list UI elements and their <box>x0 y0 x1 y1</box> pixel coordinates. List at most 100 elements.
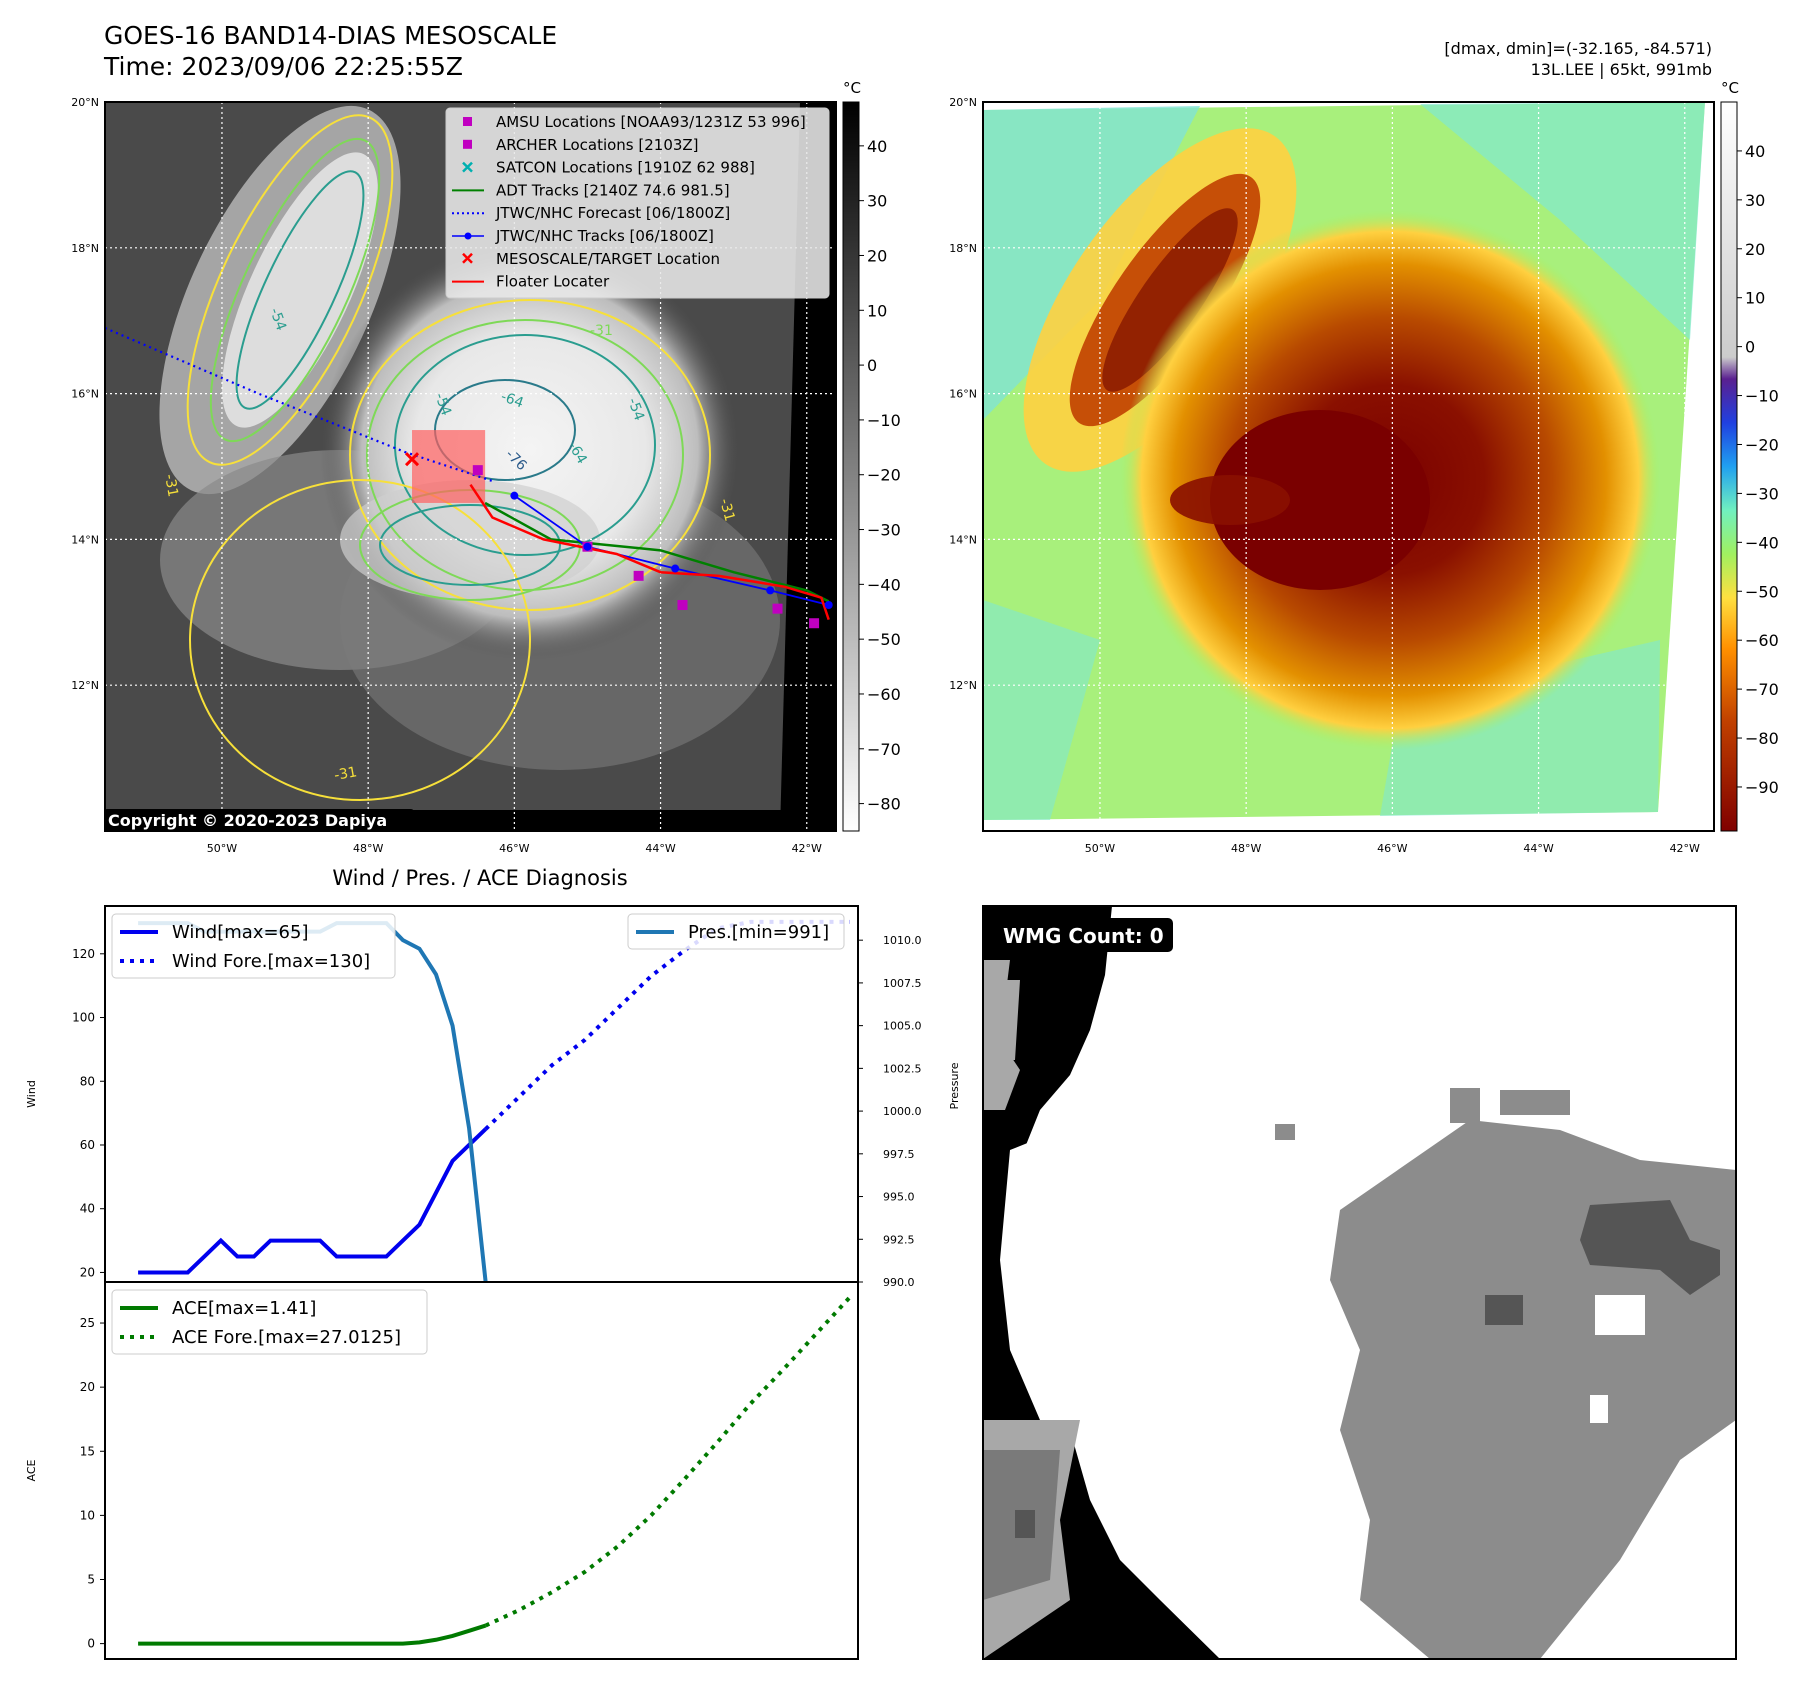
series-line <box>138 1127 488 1275</box>
contour-label: -31 <box>590 323 613 339</box>
legend-label: ACE[max=1.41] <box>172 1298 316 1319</box>
y-right-tick-label: 992.5 <box>883 1233 915 1246</box>
amsu-marker <box>772 603 783 614</box>
lon-tick-label: 46°W <box>499 842 529 855</box>
lat-tick-label: 18°N <box>949 242 977 255</box>
plot-area <box>104 1281 859 1660</box>
colorbar-tick-label: −80 <box>867 795 901 814</box>
copyright-label: Copyright © 2020-2023 Dapiya <box>108 811 387 830</box>
y-right-axis-label: Pressure <box>948 1062 961 1109</box>
legend-entry: ARCHER Locations [2103Z] <box>463 136 699 154</box>
contour-label: -31 <box>161 473 181 498</box>
wind-pressure-chart: 20 40 60 80 100 120 Wind 990.0 992.5 995.0 997.5 10… <box>25 905 961 1289</box>
colorbar-tick-label: 10 <box>1745 289 1765 308</box>
legend-label: AMSU Locations [NOAA93/1231Z 53 996] <box>496 113 806 131</box>
legend-entry: JTWC/NHC Forecast [06/1800Z] <box>452 204 730 222</box>
lat-tick-label: 18°N <box>71 242 99 255</box>
legend-label: SATCON Locations [1910Z 62 988] <box>496 159 755 177</box>
y-tick-label: 80 <box>80 1074 95 1088</box>
legend-swatch <box>463 139 472 149</box>
y-right-tick-label: 990.0 <box>883 1276 915 1289</box>
legend-swatch <box>464 232 472 240</box>
chart-legend: Wind[max=65] Wind Fore.[max=130] <box>111 913 396 979</box>
y-right-tick-label: 1005.0 <box>883 1020 922 1033</box>
amsu-marker <box>633 570 644 581</box>
colorbar-tick-label: 0 <box>867 356 877 375</box>
legend-entry: JTWC/NHC Tracks [06/1800Z] <box>452 227 714 245</box>
lat-tick-label: 12°N <box>71 679 99 692</box>
amsu-marker <box>472 465 483 476</box>
colorbar-tick-label: −30 <box>1745 484 1779 503</box>
legend-label: JTWC/NHC Tracks [06/1800Z] <box>495 227 714 245</box>
colorbar-tick-label: −40 <box>867 575 901 594</box>
colorbar-tick-label: −70 <box>867 740 901 759</box>
colorbar-tick-label: 40 <box>867 137 887 156</box>
colorbar-tick-label: −60 <box>867 685 901 704</box>
legend-label: Floater Locater <box>496 273 610 291</box>
legend-swatch <box>462 252 473 264</box>
contour-label: -64 <box>499 389 526 412</box>
colorbar-tick-label: −70 <box>1745 680 1779 699</box>
lon-tick-label: 42°W <box>792 842 822 855</box>
diagnosis-title: Wind / Pres. / ACE Diagnosis <box>332 866 627 890</box>
track-point <box>583 542 592 551</box>
legend-label: ACE Fore.[max=27.0125] <box>172 1327 401 1348</box>
legend-box <box>111 913 396 979</box>
lon-tick-label: 48°W <box>1231 842 1261 855</box>
y-tick-label: 60 <box>80 1138 95 1152</box>
y-tick-label: 0 <box>87 1637 95 1651</box>
colorbar-tick-label: 10 <box>867 301 887 320</box>
series-line <box>138 1623 487 1646</box>
lon-tick-label: 44°W <box>645 842 675 855</box>
legend-entry: SATCON Locations [1910Z 62 988] <box>462 159 755 177</box>
legend-entry: ADT Tracks [2140Z 74.6 981.5] <box>452 181 730 199</box>
contour-label: -54 <box>431 391 454 418</box>
lon-tick-label: 42°W <box>1670 842 1700 855</box>
colorbar-tick-label: −10 <box>1745 387 1779 406</box>
lon-tick-label: 50°W <box>1085 842 1115 855</box>
amsu-marker <box>677 600 688 611</box>
track-point <box>824 601 833 610</box>
legend-entry: AMSU Locations [NOAA93/1231Z 53 996] <box>463 113 806 131</box>
y-axis-label: Wind <box>25 1080 38 1108</box>
contour-label: -54 <box>266 306 289 333</box>
track-line <box>484 501 830 603</box>
y-tick-label: 40 <box>80 1202 95 1216</box>
lat-tick-label: 14°N <box>949 533 977 546</box>
legend-swatch <box>462 161 473 173</box>
lat-tick-label: 16°N <box>949 388 977 401</box>
colorbar-tick-label: −50 <box>867 630 901 649</box>
y-tick-label: 20 <box>80 1265 95 1279</box>
y-tick-label: 25 <box>80 1316 95 1330</box>
y-tick-label: 15 <box>80 1444 95 1458</box>
colorbar-tick-label: −50 <box>1745 582 1779 601</box>
wmg-count-label: WMG Count: 0 <box>1003 924 1164 948</box>
legend-label: Pres.[min=991] <box>688 922 829 943</box>
colorbar-tick-label: −20 <box>1745 435 1779 454</box>
y-tick-label: 20 <box>80 1380 95 1394</box>
legend-swatch <box>463 117 472 126</box>
colorbar-tick-label: 20 <box>1745 240 1765 259</box>
lat-tick-label: 14°N <box>71 533 99 546</box>
y-right-tick-label: 1007.5 <box>883 977 922 990</box>
ir-map-panel: -54 -31 -54 -54 -64 -64 -76 -31 -31 -31 … <box>71 96 837 855</box>
lon-tick-label: 44°W <box>1523 842 1553 855</box>
y-axis-label: ACE <box>25 1459 38 1481</box>
lat-tick-label: 16°N <box>71 388 99 401</box>
lon-tick-label: 46°W <box>1377 842 1407 855</box>
contour-label: -31 <box>716 497 737 523</box>
legend-label: Wind Fore.[max=130] <box>172 951 370 972</box>
legend-label: Wind[max=65] <box>172 922 309 943</box>
y-tick-label: 100 <box>72 1011 95 1025</box>
ir-colorbar: °C 40 30 20 10 0 −10 −20 −30 −40 −50 −60 −70 −80 <box>842 79 901 832</box>
legend-entry: Floater Locater <box>452 273 610 291</box>
colorbar-tick-label: 0 <box>1745 338 1755 357</box>
legend-label: JTWC/NHC Forecast [06/1800Z] <box>495 204 730 222</box>
colorbar-tick-label: 20 <box>867 246 887 265</box>
contour-label: -54 <box>624 396 647 423</box>
enhanced-ir-panel: 20°N 18°N 16°N 14°N 12°N 50°W 48°W 46°W 44°W 42°W <box>949 96 1715 855</box>
figure-time: Time: 2023/09/06 22:25:55Z <box>103 52 463 81</box>
figure-title: GOES-16 BAND14-DIAS MESOSCALE <box>104 21 557 50</box>
target-marker <box>404 452 420 467</box>
